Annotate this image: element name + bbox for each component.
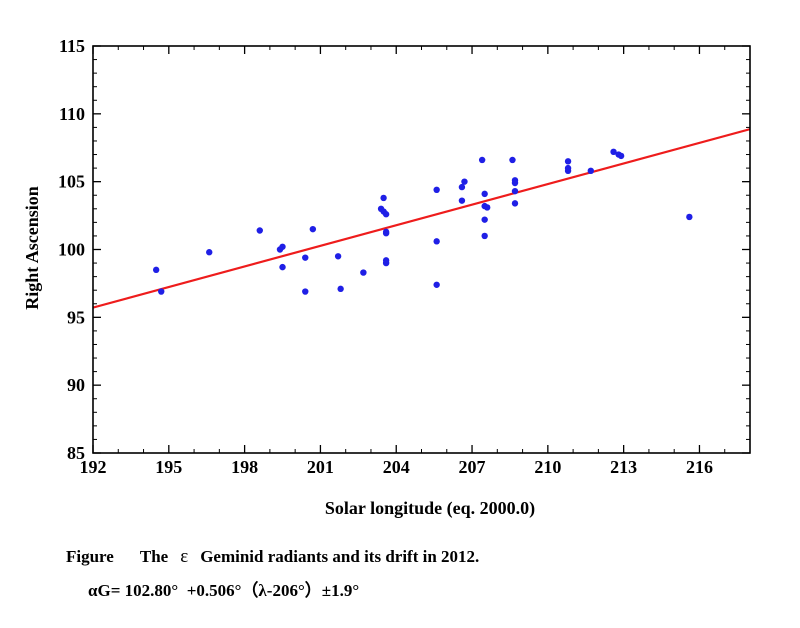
x-tick-label: 195 (155, 457, 182, 477)
data-point (334, 253, 342, 260)
x-tick-label: 192 (80, 457, 107, 477)
y-tick-label: 85 (67, 443, 85, 463)
x-tick-label: 198 (231, 457, 258, 477)
data-point (279, 263, 286, 271)
x-tick-label: 207 (459, 457, 486, 477)
data-point (461, 178, 468, 185)
data-point (610, 148, 617, 156)
data-points-layer (152, 148, 693, 295)
drift-formula: αG= 102.80° +0.506°（λ-206°）±1.9° (88, 581, 360, 600)
plot-frame (92, 45, 751, 454)
x-tick-label: 204 (383, 457, 410, 477)
scatter-chart: 192 195 198 201 204 207 210 213 216 85 90 95 100 105 1… (22, 36, 751, 519)
data-point (587, 167, 595, 175)
axes-layer: 192 195 198 201 204 207 210 213 216 85 90 95 100 105 1… (58, 36, 751, 477)
data-point (337, 285, 344, 293)
data-point (382, 228, 390, 236)
data-point (206, 249, 213, 256)
data-point (382, 211, 390, 218)
y-tick-label: 110 (59, 104, 85, 124)
data-point (152, 266, 160, 274)
data-point (302, 254, 309, 261)
data-point (360, 269, 367, 276)
y-tick-label: 90 (67, 375, 85, 395)
figure-caption: Figure The ε Geminid radiants and its drift… (66, 546, 479, 568)
y-tick-label: 100 (58, 240, 85, 260)
x-tick-label: 201 (307, 457, 334, 477)
fit-line (93, 128, 750, 309)
x-tick-label: 210 (534, 457, 561, 477)
data-point (458, 183, 466, 191)
data-point (433, 281, 440, 288)
x-tick-label: 216 (686, 457, 713, 477)
data-point (511, 179, 519, 187)
data-point (481, 190, 488, 198)
fit-line-layer (93, 128, 750, 309)
data-point (478, 156, 486, 164)
y-tick-label: 95 (67, 307, 85, 327)
data-point (564, 158, 572, 165)
data-point (302, 288, 309, 295)
data-point (686, 213, 693, 221)
x-tick-label: 213 (610, 457, 637, 477)
data-point (511, 200, 519, 207)
data-point (309, 225, 317, 233)
data-point (380, 194, 387, 202)
data-point (511, 187, 519, 195)
data-point (279, 243, 286, 250)
caption-text-before: The (139, 547, 169, 566)
data-point (158, 288, 165, 295)
caption-text-after: Geminid radiants and its drift in 2012. (200, 547, 480, 566)
data-point (481, 232, 488, 240)
data-point (433, 186, 440, 194)
data-point (484, 204, 491, 211)
data-point (564, 167, 572, 175)
caption-epsilon: ε (180, 546, 189, 567)
y-tick-label: 115 (59, 36, 85, 56)
data-point (509, 156, 516, 164)
data-point (256, 227, 263, 234)
y-axis-label: Right Ascension (22, 186, 42, 310)
x-axis-label: Solar longitude (eq. 2000.0) (325, 498, 535, 519)
data-point (617, 152, 625, 160)
data-point (382, 257, 390, 264)
caption-label: Figure (66, 547, 114, 566)
data-point (458, 197, 466, 204)
data-point (481, 216, 488, 223)
data-point (433, 238, 440, 245)
y-tick-label: 105 (58, 172, 85, 192)
